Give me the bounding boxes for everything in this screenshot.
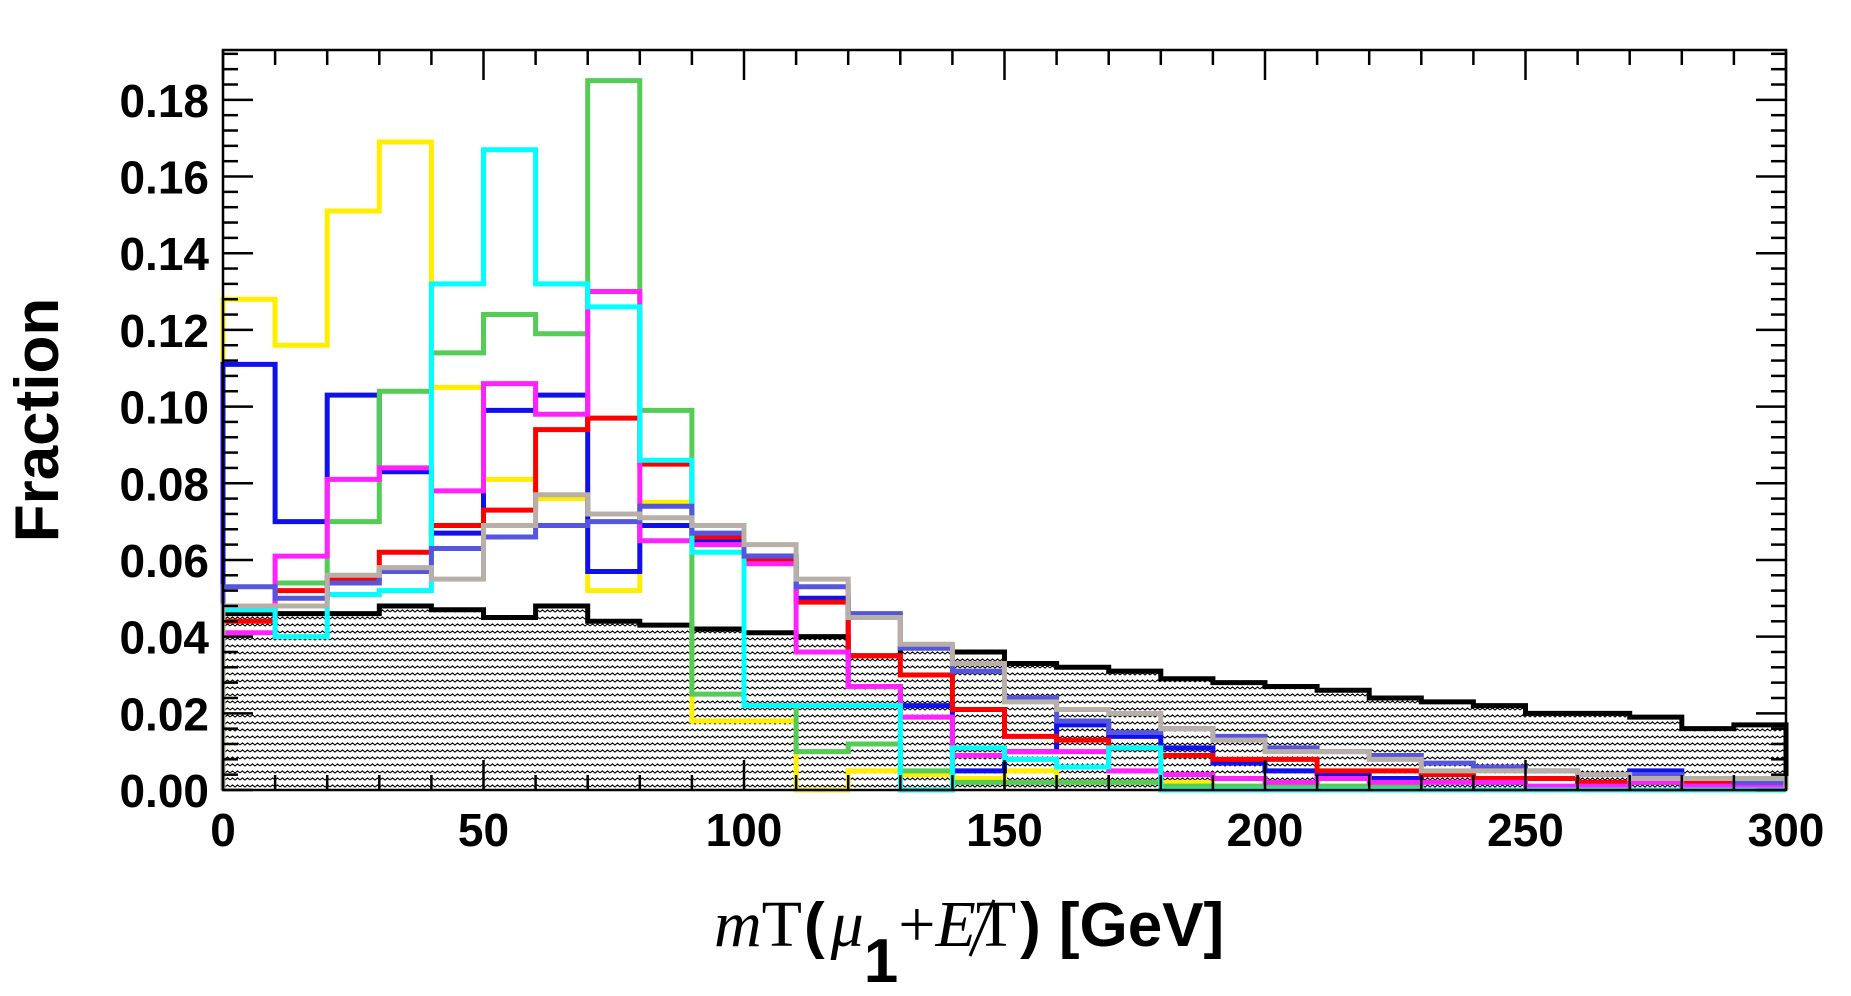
y-tick-label: 0.10	[119, 382, 209, 434]
y-tick-label: 0.02	[119, 688, 209, 740]
y-tick-label: 0.18	[119, 75, 209, 127]
y-tick-label: 0.04	[119, 612, 209, 664]
y-tick-label: 0.12	[119, 305, 209, 357]
x-axis-label-met: E	[935, 888, 976, 961]
series-red	[220, 415, 1789, 790]
x-tick-label: 50	[458, 804, 509, 856]
x-tick-label: 100	[706, 804, 783, 856]
y-tick-label: 0.00	[119, 765, 209, 817]
y-tick-label: 0.08	[119, 458, 209, 510]
x-axis-label-mu-sub: 1	[864, 927, 898, 996]
x-axis-label-unit: [GeV]	[1059, 891, 1224, 960]
y-tick-labels: 0.00 0.02 0.04 0.06 0.08 0.10 0.12 0.14 0.16 0.18	[119, 75, 209, 817]
x-axis-label-var-sub: T	[762, 888, 802, 961]
x-tick-label: 0	[210, 804, 236, 856]
y-axis-label: Fraction	[3, 298, 72, 543]
x-axis-label-met-slash	[968, 899, 996, 957]
x-axis-label-mu: μ	[830, 888, 864, 961]
x-tick-labels: 0 50 100 150 200 250 300	[210, 804, 1824, 856]
series-magenta	[220, 289, 1789, 790]
x-axis-label-close: )	[1020, 891, 1041, 960]
axis-ticks	[221, 50, 1788, 792]
svg-text:mT(μ1+ET)[GeV]: mT(μ1+ET) [GeV]	[714, 888, 1224, 996]
x-axis-label-plus: +	[898, 888, 935, 961]
x-tick-label: 150	[966, 804, 1043, 856]
y-tick-label: 0.14	[119, 228, 209, 280]
y-tick-label: 0.06	[119, 535, 209, 587]
plot-frame	[221, 48, 1788, 792]
x-tick-label: 300	[1748, 804, 1825, 856]
y-tick-label: 0.16	[119, 152, 209, 204]
x-axis-label-var: m	[714, 888, 762, 961]
x-axis-label: mT(μ1+ET) [GeV]	[714, 888, 1224, 996]
x-tick-label: 200	[1227, 804, 1304, 856]
x-axis-label-open: (	[804, 891, 825, 960]
series-grey	[220, 492, 1789, 790]
x-tick-label: 250	[1487, 804, 1564, 856]
